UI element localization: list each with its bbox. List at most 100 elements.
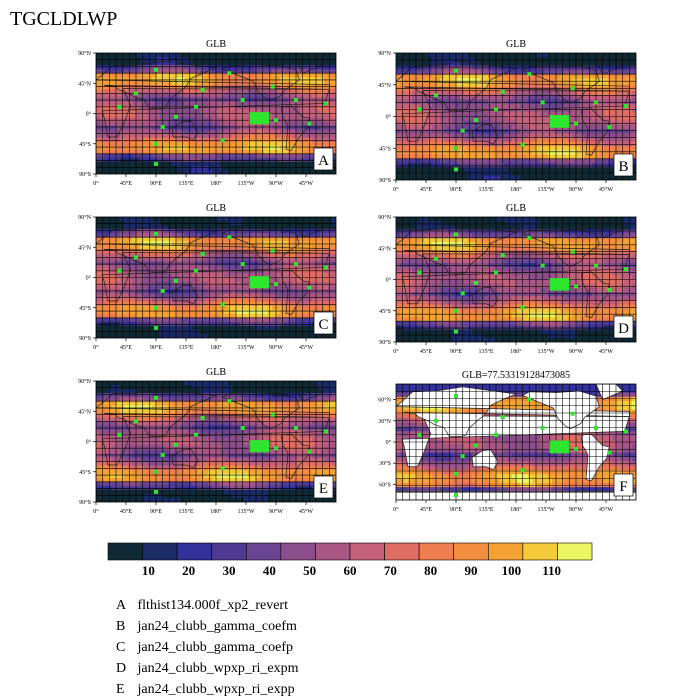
map-cell bbox=[148, 161, 153, 167]
map-cell bbox=[540, 53, 545, 58]
map-cell bbox=[412, 53, 417, 58]
map-cell bbox=[156, 129, 161, 135]
map-cell bbox=[148, 277, 153, 283]
map-cell bbox=[164, 269, 169, 275]
map-cell bbox=[156, 145, 161, 151]
map-cell bbox=[304, 141, 309, 147]
map-cell bbox=[168, 293, 173, 299]
map-cell bbox=[532, 163, 537, 168]
map-cell bbox=[168, 241, 173, 246]
map-cell bbox=[304, 169, 309, 174]
map-cell bbox=[584, 53, 589, 58]
map-cell bbox=[540, 129, 545, 135]
map-cell bbox=[528, 112, 533, 118]
map-cell bbox=[588, 116, 593, 122]
map-cell bbox=[172, 97, 177, 102]
map-cell bbox=[432, 69, 437, 75]
map-cell bbox=[396, 146, 401, 151]
map-cell bbox=[424, 141, 429, 147]
map-cell bbox=[100, 221, 105, 226]
map-cell bbox=[404, 146, 409, 151]
map-cell bbox=[500, 53, 505, 58]
map-cell bbox=[396, 167, 401, 173]
map-cell bbox=[272, 277, 277, 283]
map-cell bbox=[104, 89, 109, 94]
map-cell bbox=[140, 113, 145, 119]
map-cell bbox=[632, 129, 636, 135]
map-cell bbox=[480, 124, 485, 130]
map-cell bbox=[276, 89, 281, 94]
map-cell bbox=[128, 125, 133, 131]
map-cell bbox=[104, 225, 109, 230]
map-cell bbox=[444, 129, 449, 135]
map-cell bbox=[152, 117, 157, 123]
map-cell bbox=[292, 165, 297, 171]
map-cell bbox=[224, 153, 229, 159]
map-cell bbox=[280, 97, 285, 102]
map-cell bbox=[168, 233, 173, 238]
map-cell bbox=[400, 129, 405, 135]
map-cell bbox=[484, 154, 489, 160]
map-cell bbox=[292, 285, 297, 291]
map-cell bbox=[136, 169, 141, 174]
map-cell bbox=[320, 125, 325, 131]
map-cell bbox=[324, 293, 329, 299]
map-cell bbox=[236, 277, 241, 283]
map-cell bbox=[308, 137, 313, 143]
map-cell bbox=[252, 53, 257, 58]
map-cell bbox=[496, 154, 501, 160]
map-cell bbox=[256, 73, 261, 78]
map-cell bbox=[480, 82, 485, 88]
map-cell bbox=[216, 61, 221, 66]
map-cell bbox=[600, 95, 605, 101]
map-cell bbox=[232, 129, 237, 135]
map-cell bbox=[300, 253, 305, 258]
map-cell bbox=[584, 116, 589, 122]
map-cell bbox=[272, 125, 277, 131]
map-cell bbox=[120, 217, 125, 222]
map-cell bbox=[444, 99, 449, 105]
map-cell bbox=[316, 69, 321, 74]
map-cell bbox=[476, 82, 481, 88]
map-cell bbox=[144, 169, 149, 174]
map-cell bbox=[600, 175, 605, 180]
map-cell bbox=[512, 112, 517, 118]
map-cell bbox=[516, 65, 521, 71]
map-cell bbox=[576, 124, 581, 130]
map-cell bbox=[256, 169, 261, 174]
map-cell bbox=[520, 112, 525, 118]
map-cell bbox=[460, 95, 465, 101]
map-cell bbox=[600, 61, 605, 67]
map-cell bbox=[264, 225, 269, 230]
map-cell bbox=[116, 61, 121, 66]
map-cell bbox=[208, 237, 213, 242]
map-cell bbox=[188, 69, 193, 74]
map-cell bbox=[588, 78, 593, 84]
map-cell bbox=[192, 289, 197, 295]
map-cell bbox=[196, 141, 201, 147]
map-cell bbox=[100, 289, 105, 295]
map-cell bbox=[228, 157, 233, 163]
map-cell bbox=[304, 129, 309, 135]
map-cell bbox=[408, 74, 413, 79]
map-cell bbox=[192, 113, 197, 119]
map-cell bbox=[632, 175, 636, 180]
map-cell bbox=[504, 146, 509, 151]
map-cell bbox=[448, 78, 453, 84]
map-cell bbox=[300, 145, 305, 151]
map-cell bbox=[108, 261, 113, 266]
map-cell bbox=[428, 154, 433, 160]
map-cell bbox=[176, 161, 181, 167]
map-cell bbox=[160, 281, 165, 287]
map-cell bbox=[136, 61, 141, 66]
map-cell bbox=[244, 289, 249, 295]
map-cell bbox=[476, 74, 481, 79]
map-cell bbox=[100, 253, 105, 258]
map-cell bbox=[232, 73, 237, 78]
map-cell bbox=[212, 245, 217, 250]
map-cell bbox=[100, 241, 105, 246]
map-cell bbox=[280, 229, 285, 234]
map-cell bbox=[208, 53, 213, 58]
map-cell bbox=[472, 86, 477, 92]
map-cell bbox=[592, 146, 597, 151]
